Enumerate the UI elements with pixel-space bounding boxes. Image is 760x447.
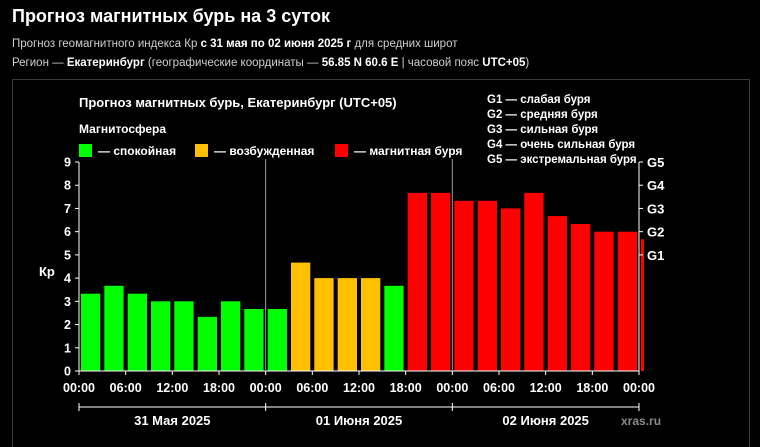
- page-title: Прогноз магнитных бурь на 3 суток: [12, 6, 331, 26]
- bar: [151, 301, 171, 371]
- g-scale-item: G3 — сильная буря: [487, 124, 598, 136]
- bar: [361, 278, 381, 371]
- bar: [617, 231, 637, 371]
- x-tick-label: 18:00: [390, 381, 422, 395]
- x-tick-label: 18:00: [576, 381, 608, 395]
- y-tick-label: 1: [64, 341, 71, 355]
- bar: [267, 309, 287, 371]
- y-tick-label: 5: [64, 248, 71, 262]
- x-tick-label: 06:00: [483, 381, 515, 395]
- y-tick-label: 7: [64, 202, 71, 216]
- bar: [314, 278, 334, 371]
- region-coords: 56.85 N 60.6 E: [321, 57, 399, 69]
- y-tick-label: 9: [64, 156, 71, 170]
- bar: [81, 293, 101, 371]
- bar: [594, 231, 614, 371]
- bar: [524, 192, 544, 371]
- day-label: 01 Июня 2025: [316, 413, 403, 428]
- x-tick-label: 06:00: [110, 381, 142, 395]
- x-tick-label: 00:00: [250, 381, 282, 395]
- x-tick-label: 12:00: [343, 381, 375, 395]
- tz-prefix: | часовой пояс: [398, 57, 483, 69]
- y-tick-label: 3: [64, 295, 71, 309]
- x-tick-label: 06:00: [296, 381, 328, 395]
- g-tick-label: G3: [647, 201, 664, 216]
- watermark: xras.ru: [621, 414, 661, 428]
- bar: [407, 192, 427, 371]
- bar: [547, 216, 567, 371]
- legend-swatch: [195, 144, 208, 157]
- bar: [337, 278, 357, 371]
- kp-forecast-chart: Прогноз магнитных бурь, Екатеринбург (UT…: [39, 94, 665, 428]
- x-tick-label: 12:00: [530, 381, 562, 395]
- bar: [127, 293, 147, 371]
- g-scale-item: G4 — очень сильная буря: [487, 139, 635, 151]
- g-tick-label: G5: [647, 155, 664, 170]
- region-subtitle: Регион — Екатеринбург (географические ко…: [12, 57, 529, 69]
- region-suffix: ): [525, 57, 530, 69]
- bars: [81, 192, 644, 371]
- bar: [501, 208, 521, 371]
- bar: [571, 224, 591, 371]
- day-label: 02 Июня 2025: [502, 413, 589, 428]
- region-timezone: UTC+05: [482, 57, 526, 69]
- y-tick-label: 0: [64, 365, 71, 379]
- g-scale-legend: G1 — слабая буря G2 — средняя буря G3 — си…: [487, 94, 637, 166]
- x-tick-label: 00:00: [63, 381, 95, 395]
- region-city: Екатеринбург: [66, 57, 145, 69]
- region-prefix: Регион —: [12, 57, 67, 69]
- bar: [221, 301, 241, 371]
- forecast-subtitle: Прогноз геомагнитного индекса Кр с 31 ма…: [12, 38, 457, 50]
- bar: [431, 192, 451, 371]
- legend: — спокойная — возбужденная — магнитная бур…: [79, 144, 462, 158]
- chart-panel: Прогноз магнитных бурь, Екатеринбург (UT…: [12, 79, 750, 447]
- bar: [244, 309, 264, 371]
- g-scale-item: G2 — средняя буря: [487, 109, 598, 121]
- subtitle-suffix: для средних широт: [351, 38, 458, 50]
- x-tick-label: 18:00: [203, 381, 235, 395]
- x-tick-label: 12:00: [156, 381, 188, 395]
- bar: [454, 200, 474, 371]
- y-tick-label: 6: [64, 225, 71, 239]
- bar: [641, 239, 644, 371]
- g-scale-item: G5 — экстремальная буря: [487, 154, 637, 166]
- g-tick-label: G4: [647, 178, 665, 193]
- chart-title: Прогноз магнитных бурь, Екатеринбург (UT…: [79, 95, 397, 110]
- g-scale-item: G1 — слабая буря: [487, 94, 591, 106]
- x-tick-label: 00:00: [436, 381, 468, 395]
- bar: [291, 262, 311, 371]
- legend-swatch: [79, 144, 92, 157]
- legend-label: — спокойная: [98, 144, 176, 158]
- legend-label: — магнитная буря: [354, 144, 462, 158]
- day-label: 31 Мая 2025: [134, 413, 210, 428]
- y-axis-label: Кр: [39, 264, 55, 279]
- bar: [384, 285, 404, 371]
- g-tick-label: G1: [647, 248, 664, 263]
- bar: [197, 316, 217, 371]
- coords-prefix: (географические координаты —: [144, 57, 322, 69]
- y-tick-label: 8: [64, 179, 71, 193]
- bar: [174, 301, 194, 371]
- legend-swatch: [335, 144, 348, 157]
- legend-title: Магнитосфера: [79, 122, 166, 136]
- axes: 0 1 2 3 4 5 6 7 8 9 G1 G2 G3 G4 G5 00:00 06:00 12:00 18:00…: [63, 155, 665, 428]
- subtitle-prefix: Прогноз геомагнитного индекса Кр: [12, 38, 201, 50]
- g-tick-label: G2: [647, 225, 664, 240]
- subtitle-dates: с 31 мая по 02 июня 2025 г: [200, 38, 352, 50]
- bar: [477, 200, 497, 371]
- x-tick-label: 00:00: [623, 381, 655, 395]
- legend-label: — возбужденная: [214, 144, 314, 158]
- bar: [104, 285, 124, 371]
- y-tick-label: 4: [64, 272, 71, 286]
- y-tick-label: 2: [64, 318, 71, 332]
